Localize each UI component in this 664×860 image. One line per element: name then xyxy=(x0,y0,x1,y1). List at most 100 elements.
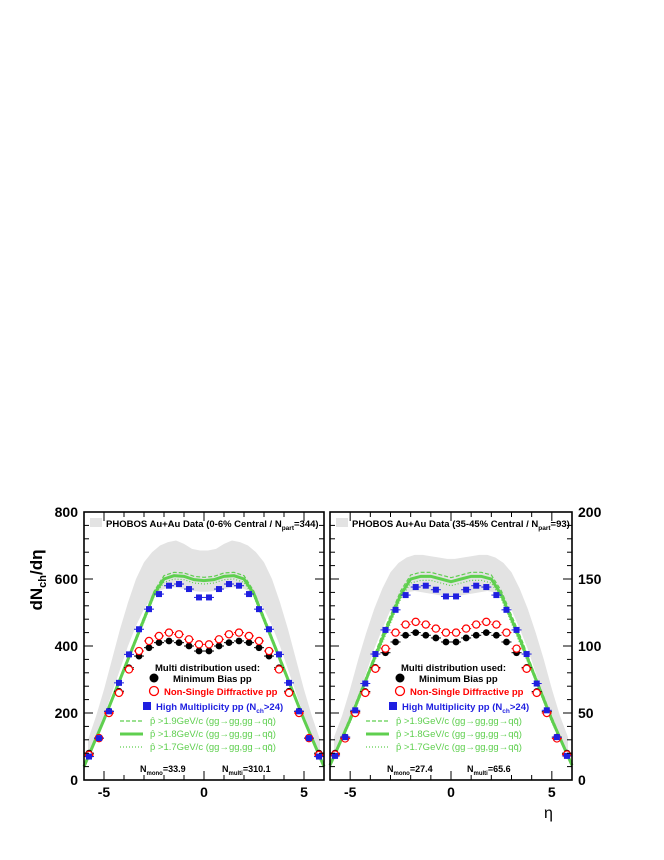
right-highmult-point xyxy=(523,651,530,658)
right-pythia-curves xyxy=(328,571,574,767)
right-minbias-point xyxy=(472,631,480,639)
left-nsd-point xyxy=(134,646,144,656)
legend-pt17-label: p̂ >1.7GeV/c (gg→gg,gg→qq̄) xyxy=(150,742,276,753)
right-minbias-point xyxy=(432,634,440,642)
right-highmult-point xyxy=(533,680,540,687)
right-nsd-point xyxy=(522,664,531,673)
left-highmult-point xyxy=(96,735,102,742)
left-highmult-point xyxy=(266,626,272,633)
right-highmult-point xyxy=(493,592,500,599)
right-highmult-point xyxy=(332,752,339,759)
left-highmult-point xyxy=(196,594,202,601)
left-minbias-point xyxy=(215,642,223,650)
right-x-tick-label: 5 xyxy=(548,784,556,800)
right-data-band xyxy=(334,554,568,758)
left-minbias-point xyxy=(245,639,253,647)
left-highmult-point xyxy=(256,606,262,613)
right-nsd-point xyxy=(381,644,390,653)
left-nsd-point xyxy=(264,646,274,656)
right-highmult-point xyxy=(402,592,409,599)
left-pt19-curve xyxy=(83,571,325,767)
right-highmult-point xyxy=(412,584,419,591)
right-highmult-point xyxy=(563,752,570,759)
left-minbias-point xyxy=(255,644,263,652)
left-au-au-band xyxy=(88,540,320,760)
left-axis-ticks: -5 0 5 0 200 400 600 800 xyxy=(55,504,325,800)
left-nsd-point xyxy=(164,628,174,637)
legend-pt19-label: p̂ >1.9GeV/c (gg→gg,gg→qq̄) xyxy=(396,716,522,727)
right-panel-title: PHOBOS Au+Au Data (35-45% Central / Npar… xyxy=(352,519,570,532)
right-nsd-point xyxy=(502,628,511,637)
left-y-tick-label: 0 xyxy=(70,772,78,788)
right-minbias-point xyxy=(412,629,420,636)
right-highmult-point xyxy=(372,651,379,658)
left-highmult-point xyxy=(116,679,122,686)
left-y-tick-label: 800 xyxy=(55,504,79,520)
right-nsd-point xyxy=(421,620,430,629)
left-nsd-point xyxy=(184,635,194,644)
right-y-tick-label: 50 xyxy=(578,705,594,721)
left-minbias-point xyxy=(185,642,193,650)
left-highmult-point xyxy=(146,606,152,613)
right-nsd-point xyxy=(431,624,441,633)
left-highmult-point xyxy=(306,735,312,742)
left-nsd-point xyxy=(224,630,234,639)
right-highmult-point xyxy=(382,626,389,633)
left-nsd-point xyxy=(284,688,294,698)
right-highmult-point xyxy=(453,593,460,600)
left-highmult-point xyxy=(176,581,182,588)
legend-minbias-label: Minimum Bias pp xyxy=(173,674,252,685)
right-x-tick-label: 0 xyxy=(447,784,455,800)
left-minbias-point xyxy=(225,639,233,647)
right-nsd-point xyxy=(512,644,521,653)
right-n-multi: Nmulti=65.6 xyxy=(467,764,511,777)
right-minbias-point xyxy=(452,638,460,646)
left-panel-title: PHOBOS Au+Au Data (0-6% Central / Npart=… xyxy=(106,519,319,532)
left-highmult-point xyxy=(166,582,172,589)
left-x-tick-label: 0 xyxy=(200,784,208,800)
left-nsd-point xyxy=(244,631,254,641)
right-nsd-point xyxy=(482,617,491,627)
right-y-tick-label: 0 xyxy=(578,772,586,788)
left-y-tick-label: 400 xyxy=(55,638,79,654)
right-x-tick-label: -5 xyxy=(344,784,357,800)
right-band-legend-swatch xyxy=(336,518,348,527)
left-minbias-point xyxy=(195,647,203,655)
left-highmult-point xyxy=(316,753,322,760)
right-nsd-point xyxy=(441,628,451,637)
legend-nsd-marker xyxy=(148,685,160,697)
left-nsd-point xyxy=(144,636,154,646)
left-highmult-point xyxy=(216,586,222,593)
left-minbias-point xyxy=(145,644,153,652)
left-y-tick-label: 600 xyxy=(55,571,79,587)
right-nsd-point xyxy=(492,620,501,629)
left-nsd-point xyxy=(254,636,264,646)
left-highmult-point xyxy=(106,708,112,715)
right-highmult-point xyxy=(503,606,510,613)
right-nsd-point xyxy=(411,617,420,627)
right-highmult-point xyxy=(342,734,349,741)
right-nsd-point xyxy=(361,688,370,698)
left-highmult-point xyxy=(286,679,292,686)
left-x-tick-label: -5 xyxy=(98,784,111,800)
right-minbias-point xyxy=(462,634,470,642)
left-highmult-point xyxy=(246,591,252,598)
legend-highmult-label: High Multiplicity pp (Nch>24) xyxy=(402,702,529,715)
legend-pt18-label: p̂ >1.8GeV/c (gg→gg,gg→qq̄) xyxy=(150,729,276,740)
right-y-tick-label: 100 xyxy=(578,638,602,654)
left-n-mono: Nmono=33.9 xyxy=(140,764,186,777)
left-data-band xyxy=(88,540,320,760)
left-highmult-point xyxy=(126,651,132,658)
left-panel: -5 0 5 0 200 400 600 800 PHOBOS Au+Au Data (0-6… xyxy=(55,504,326,800)
left-highmult-point xyxy=(236,582,242,589)
right-highmult-point xyxy=(473,582,480,589)
right-minbias-point xyxy=(422,631,430,639)
right-minbias-point xyxy=(482,629,490,636)
left-data-points xyxy=(84,581,324,760)
right-highmult-point xyxy=(543,707,550,714)
left-x-tick-label: 5 xyxy=(300,784,308,800)
right-nsd-point xyxy=(532,688,541,698)
right-nsd-point xyxy=(371,664,380,673)
